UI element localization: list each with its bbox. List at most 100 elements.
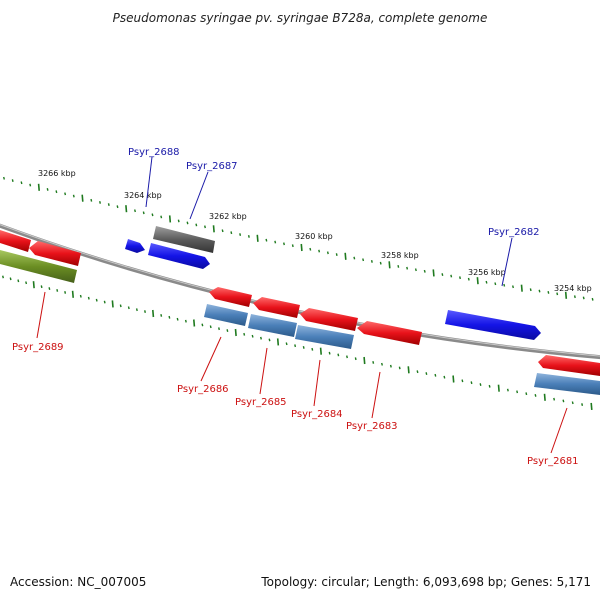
bottom-tick-64 (534, 394, 537, 397)
top-tick-20 (168, 215, 172, 223)
gene-red-left-a[interactable] (0, 230, 31, 252)
top-tick-4 (29, 183, 32, 187)
kbp-label-3260: 3260 kbp (295, 232, 333, 241)
connector-psyr-2688 (145, 156, 153, 208)
tick-track-bottom (2, 275, 600, 410)
top-tick-19 (160, 215, 163, 219)
kbp-label-3266: 3266 kbp (38, 169, 76, 178)
gene-psyr-2689[interactable] (0, 250, 77, 283)
top-tick-49 (423, 269, 426, 273)
bottom-tick-10 (71, 290, 74, 298)
top-tick-8 (64, 192, 67, 196)
kbp-label-3254: 3254 kbp (554, 284, 592, 293)
top-tick-45 (388, 261, 391, 269)
bottom-tick-19 (144, 310, 146, 313)
bottom-tick-28 (218, 327, 220, 331)
gene-label-psyr-2687[interactable]: Psyr_2687 (186, 161, 238, 172)
gene-red-2683[interactable] (357, 321, 422, 345)
gene-red-2681[interactable] (538, 355, 600, 376)
top-tick-14 (116, 205, 119, 209)
gene-red-left-b[interactable] (29, 241, 81, 266)
map-title: Pseudomonas syringae pv. syringae B728a,… (113, 11, 488, 25)
bottom-tick-3 (17, 279, 20, 283)
bottom-tick-12 (87, 296, 90, 300)
bottom-tick-53 (434, 373, 437, 377)
label-connectors (36, 156, 568, 454)
bottom-tick-48 (389, 364, 392, 368)
bottom-tick-46 (372, 361, 375, 364)
top-tick-58 (503, 283, 506, 287)
bottom-tick-41 (328, 351, 331, 355)
top-tick-53 (459, 276, 461, 280)
bottom-tick-1 (2, 275, 4, 279)
top-tick-59 (512, 285, 514, 289)
top-tick-32 (274, 240, 277, 244)
top-tick-15 (125, 205, 128, 213)
top-tick-66 (573, 295, 576, 299)
gene-steel-2681[interactable] (534, 373, 600, 395)
top-tick-61 (529, 288, 532, 292)
top-tick-51 (441, 273, 444, 276)
gene-gray-forward[interactable] (153, 226, 215, 253)
connector-psyr-2683 (371, 371, 381, 419)
top-tick-21 (177, 219, 180, 223)
top-tick-48 (414, 268, 417, 272)
gene-steel-2686[interactable] (204, 304, 248, 326)
top-tick-47 (406, 266, 409, 270)
top-tick-18 (151, 213, 154, 217)
gene-red-2686[interactable] (209, 287, 252, 307)
gene-red-2685[interactable] (253, 297, 300, 318)
gene-steel-2684[interactable] (295, 325, 354, 349)
connector-psyr-2685 (259, 347, 268, 395)
bottom-tick-17 (127, 306, 130, 310)
top-tick-35 (300, 243, 303, 252)
top-tick-64 (556, 292, 559, 296)
bottom-tick-5 (32, 281, 35, 289)
bottom-tick-61 (506, 388, 509, 392)
gene-label-psyr-2688[interactable]: Psyr_2688 (128, 147, 180, 158)
gene-label-psyr-2681[interactable]: Psyr_2681 (527, 456, 579, 467)
bottom-tick-25 (193, 319, 196, 327)
gene-label-psyr-2686[interactable]: Psyr_2686 (177, 384, 229, 395)
top-tick-40 (344, 252, 347, 260)
bottom-tick-40 (319, 347, 322, 355)
top-tick-44 (379, 261, 382, 265)
bottom-tick-30 (234, 328, 237, 337)
bottom-tick-9 (64, 291, 67, 294)
gene-label-psyr-2685[interactable]: Psyr_2685 (235, 397, 287, 408)
gene-label-psyr-2689[interactable]: Psyr_2689 (12, 342, 64, 353)
top-tick-39 (335, 253, 338, 256)
top-tick-6 (46, 188, 49, 191)
bottom-tick-20 (152, 309, 155, 318)
bottom-tick-37 (294, 344, 297, 348)
kbp-label-3256: 3256 kbp (468, 268, 506, 277)
top-tick-10 (81, 194, 84, 202)
bottom-tick-14 (103, 300, 106, 304)
gene-steel-2685[interactable] (248, 314, 297, 337)
top-tick-57 (494, 282, 497, 286)
bottom-tick-39 (311, 347, 314, 351)
top-tick-22 (186, 221, 189, 225)
connector-psyr-2682 (501, 237, 513, 287)
gene-psyr-2688[interactable] (125, 239, 145, 253)
top-tick-17 (142, 211, 145, 215)
gene-psyr-2687[interactable] (148, 243, 210, 269)
bottom-tick-4 (25, 281, 28, 285)
gene-label-psyr-2684[interactable]: Psyr_2684 (291, 409, 343, 420)
bottom-tick-52 (425, 372, 428, 375)
top-tick-52 (450, 274, 453, 278)
bottom-tick-23 (176, 317, 179, 321)
bottom-tick-36 (285, 342, 288, 346)
bottom-tick-24 (184, 319, 187, 323)
gene-red-2684[interactable] (300, 308, 358, 331)
top-tick-34 (291, 244, 294, 248)
connector-psyr-2681 (550, 407, 568, 454)
top-tick-2 (11, 179, 14, 182)
gene-label-psyr-2682[interactable]: Psyr_2682 (488, 227, 540, 238)
top-tick-60 (520, 284, 523, 292)
gene-psyr-2682[interactable] (445, 310, 541, 340)
top-tick-33 (283, 242, 285, 246)
bottom-tick-2 (9, 277, 12, 281)
gene-label-psyr-2683[interactable]: Psyr_2683 (346, 421, 398, 432)
bottom-tick-27 (209, 325, 212, 329)
